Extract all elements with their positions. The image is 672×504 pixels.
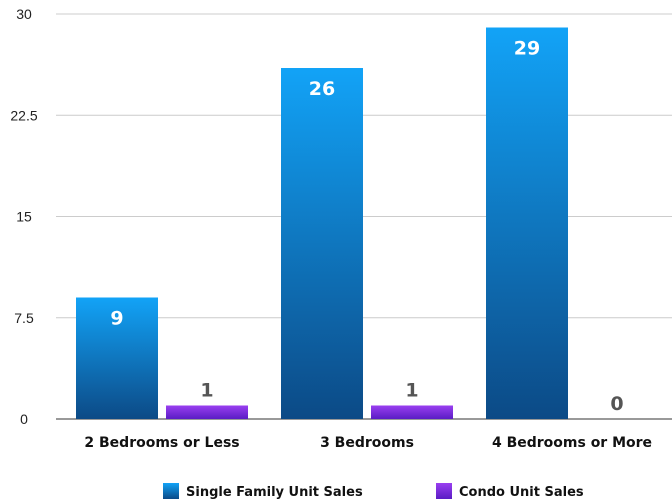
data-label: 29 (514, 38, 540, 60)
legend: Single Family Unit Sales Condo Unit Sales (163, 483, 584, 500)
legend-swatch (436, 483, 452, 499)
data-labels: 9 1 26 1 29 0 (110, 38, 623, 416)
x-tick-label: 3 Bedrooms (320, 435, 414, 451)
y-tick-label: 30 (16, 6, 32, 22)
legend-swatch (163, 483, 179, 499)
data-label: 1 (200, 380, 213, 402)
data-label: 1 (405, 380, 418, 402)
legend-label: Condo Unit Sales (459, 485, 584, 500)
data-label: 26 (309, 78, 335, 100)
data-label: 0 (610, 393, 623, 415)
bar-condo (371, 405, 453, 419)
bars (76, 27, 568, 419)
y-tick-label: 15 (16, 209, 32, 225)
bar-single-family (486, 27, 568, 419)
bar-condo (166, 405, 248, 419)
x-tick-label: 2 Bedrooms or Less (84, 435, 239, 451)
y-tick-label: 7.5 (14, 310, 34, 326)
y-tick-label: 0 (20, 411, 28, 427)
x-tick-label: 4 Bedrooms or More (492, 435, 652, 451)
bar-single-family (281, 68, 363, 419)
gridlines (56, 13, 672, 420)
x-axis-categories: 2 Bedrooms or Less 3 Bedrooms 4 Bedrooms o… (84, 435, 652, 451)
bar-single-family (76, 297, 158, 419)
y-axis-ticks: 0 7.5 15 22.5 30 (10, 6, 37, 427)
legend-label: Single Family Unit Sales (186, 485, 363, 500)
data-label: 9 (110, 308, 123, 330)
y-tick-label: 22.5 (10, 107, 37, 123)
